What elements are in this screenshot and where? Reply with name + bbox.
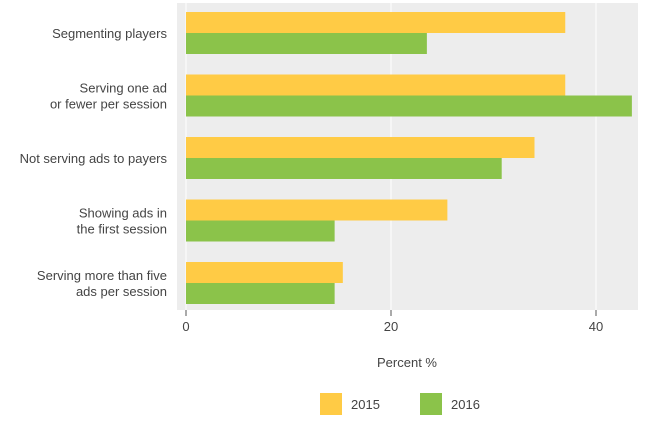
bar-2015-3 — [186, 199, 448, 221]
category-label: Showing ads in — [79, 206, 167, 221]
bar-2015-0 — [186, 12, 566, 33]
legend-label-2016: 2016 — [451, 397, 480, 412]
category-label: Serving more than five — [37, 268, 167, 283]
legend: 2015 2016 — [320, 393, 480, 415]
category-label: Not serving ads to payers — [20, 151, 168, 166]
x-axis-ticks: 0 20 40 — [182, 310, 603, 334]
bar-2016-3 — [186, 220, 335, 242]
category-label: ads per session — [76, 284, 167, 299]
legend-swatch-2016 — [420, 393, 442, 415]
bar-2016-2 — [186, 158, 502, 179]
tick-label-0: 0 — [182, 319, 189, 334]
bar-2015-4 — [186, 262, 343, 283]
bar-2015-1 — [186, 74, 566, 96]
tick-label-1: 20 — [384, 319, 398, 334]
legend-swatch-2015 — [320, 393, 342, 415]
category-label: Serving one ad — [80, 81, 167, 96]
bar-2015-2 — [186, 137, 535, 158]
category-label: Segmenting players — [52, 26, 167, 41]
category-label: or fewer per session — [50, 97, 167, 112]
x-axis-title: Percent % — [377, 355, 437, 370]
legend-label-2015: 2015 — [351, 397, 380, 412]
bar-2016-4 — [186, 283, 335, 304]
category-label: the first session — [77, 222, 167, 237]
bar-2016-1 — [186, 95, 632, 117]
tick-label-2: 40 — [589, 319, 603, 334]
bar-2016-0 — [186, 33, 427, 54]
bars — [186, 12, 632, 304]
